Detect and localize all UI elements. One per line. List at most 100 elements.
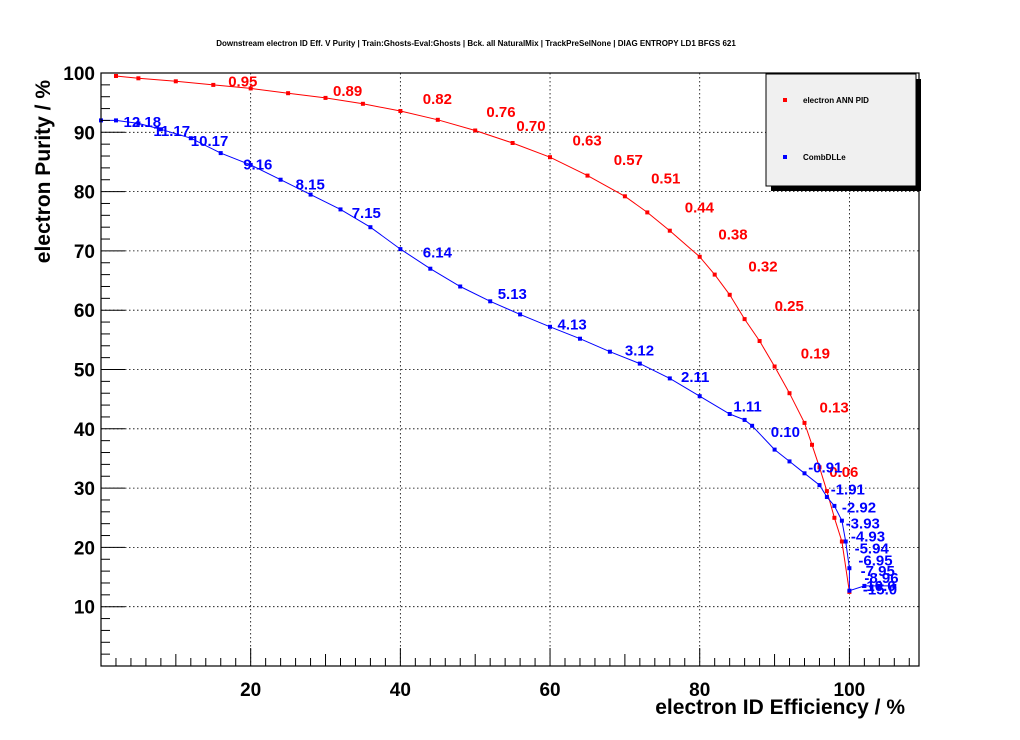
y-tick-label: 70 <box>74 242 95 263</box>
cut-label-combdlle: 4.13 <box>558 316 587 333</box>
data-point-electron-ann-pid <box>787 391 792 396</box>
data-point-electron-ann-pid <box>435 117 440 122</box>
data-point-electron-ann-pid <box>645 210 650 215</box>
plot-area <box>99 74 897 594</box>
data-point-combdlle <box>772 447 777 452</box>
data-point-electron-ann-pid <box>211 82 216 87</box>
cut-label-combdlle: 12.18 <box>124 114 162 131</box>
data-point-combdlle <box>428 266 433 271</box>
data-point-combdlle <box>802 471 807 476</box>
cut-label-electron-ann-pid: 0.63 <box>573 133 602 150</box>
data-point-combdlle <box>817 483 822 488</box>
data-point-electron-ann-pid <box>510 141 515 145</box>
cut-label-combdlle: 2.11 <box>681 369 709 386</box>
axes: 20 40 60 80 100 10 20 30 40 50 60 70 80 90 100 <box>63 64 910 701</box>
y-axis-label: electron Purity / % <box>32 80 55 264</box>
series-line-combdlle <box>101 119 895 592</box>
legend-marker-combdlle <box>783 155 787 159</box>
cut-label-combdlle: 11.17 <box>153 123 190 140</box>
data-point-electron-ann-pid <box>817 465 822 470</box>
cut-label-combdlle: 0.10 <box>771 424 800 441</box>
cut-label-combdlle: 5.13 <box>498 286 527 303</box>
data-point-combdlle <box>750 423 755 428</box>
data-point-electron-ann-pid <box>286 91 291 96</box>
data-point-combdlle <box>832 503 837 508</box>
data-point-electron-ann-pid <box>667 228 672 233</box>
data-point-combdlle <box>188 136 193 141</box>
data-point-electron-ann-pid <box>832 515 837 520</box>
cut-label-electron-ann-pid: 0.95 <box>228 73 257 90</box>
data-point-combdlle <box>458 284 463 289</box>
legend: electron ANN PID CombDLLe <box>765 73 921 191</box>
chart-title: Downstream electron ID Eff. V Purity | T… <box>216 39 736 48</box>
cut-label-combdlle: 1.11 <box>733 398 761 415</box>
data-point-electron-ann-pid <box>360 101 365 106</box>
cut-label-electron-ann-pid: 0.32 <box>748 258 777 275</box>
cut-label-electron-ann-pid: 0.06 <box>829 464 858 481</box>
cut-label-combdlle: -10.0 <box>861 578 895 595</box>
data-point-electron-ann-pid <box>727 292 732 297</box>
data-point-combdlle <box>338 207 343 212</box>
data-point-electron-ann-pid <box>697 254 702 259</box>
legend-marker-electron-ann-pid <box>783 98 787 102</box>
data-point-combdlle <box>847 566 852 571</box>
data-point-combdlle <box>862 583 867 588</box>
data-point-electron-ann-pid <box>323 95 328 100</box>
data-point-combdlle <box>892 583 897 588</box>
data-point-combdlle <box>578 336 582 341</box>
cut-label-combdlle: 6.14 <box>423 245 453 262</box>
cut-label-combdlle: -15.0 <box>863 582 897 599</box>
x-tick-label: 100 <box>834 680 866 701</box>
x-tick-label: 80 <box>689 680 710 701</box>
data-point-combdlle <box>824 495 829 499</box>
x-tick-label: 60 <box>539 680 560 701</box>
cut-label-electron-ann-pid: 0.57 <box>614 152 643 169</box>
data-point-combdlle <box>248 162 253 167</box>
data-point-combdlle <box>843 539 848 544</box>
data-point-electron-ann-pid <box>398 109 403 113</box>
cut-label-electron-ann-pid: 0.76 <box>486 104 515 121</box>
data-point-combdlle <box>787 459 792 464</box>
data-point-electron-ann-pid <box>757 339 762 343</box>
data-point-electron-ann-pid <box>824 489 829 494</box>
data-point-combdlle <box>278 177 283 182</box>
data-point-electron-ann-pid <box>712 272 717 277</box>
y-tick-label: 20 <box>74 538 95 559</box>
legend-box <box>765 73 917 187</box>
cut-label-electron-ann-pid: 0.70 <box>516 118 545 135</box>
cut-label-combdlle: -8.96 <box>864 570 898 587</box>
data-point-combdlle <box>607 349 612 354</box>
data-point-electron-ann-pid <box>839 539 844 544</box>
y-tick-label: 80 <box>74 183 95 204</box>
y-tick-label: 40 <box>74 420 95 441</box>
x-axis-label: electron ID Efficiency / % <box>655 696 905 719</box>
cut-label-electron-ann-pid: 0.19 <box>801 346 830 363</box>
data-point-combdlle <box>518 312 523 317</box>
data-point-combdlle <box>308 192 313 197</box>
data-point-electron-ann-pid <box>473 128 478 133</box>
cut-label-combdlle: 9.16 <box>243 156 272 173</box>
cut-label-combdlle: -4.93 <box>851 529 885 546</box>
series-line-electron-ann-pid <box>115 75 850 592</box>
data-point-combdlle <box>697 394 702 399</box>
cut-label-combdlle: -2.92 <box>842 500 876 517</box>
y-tick-label: 100 <box>63 64 95 85</box>
data-point-combdlle <box>877 583 882 588</box>
cut-label-combdlle: -1.91 <box>831 481 865 498</box>
data-point-electron-ann-pid <box>136 76 141 81</box>
y-tick-label: 50 <box>74 361 95 382</box>
data-point-combdlle <box>158 127 163 132</box>
data-point-electron-ann-pid <box>802 420 807 425</box>
cut-label-electron-ann-pid: 0.89 <box>333 83 362 100</box>
data-point-combdlle <box>114 118 118 123</box>
data-point-combdlle <box>488 299 493 304</box>
cut-label-combdlle: -5.94 <box>855 541 890 558</box>
cut-label-electron-ann-pid: 0.51 <box>651 171 680 188</box>
cut-label-combdlle: 3.12 <box>625 343 654 360</box>
data-point-combdlle <box>398 247 403 252</box>
data-point-combdlle <box>742 417 747 422</box>
data-point-combdlle <box>847 588 852 593</box>
y-tick-label: 60 <box>74 301 95 322</box>
cut-value-labels: 0.95 0.89 0.82 0.760.70 0.63 0.57 0.51 0.440.38… <box>124 73 899 598</box>
